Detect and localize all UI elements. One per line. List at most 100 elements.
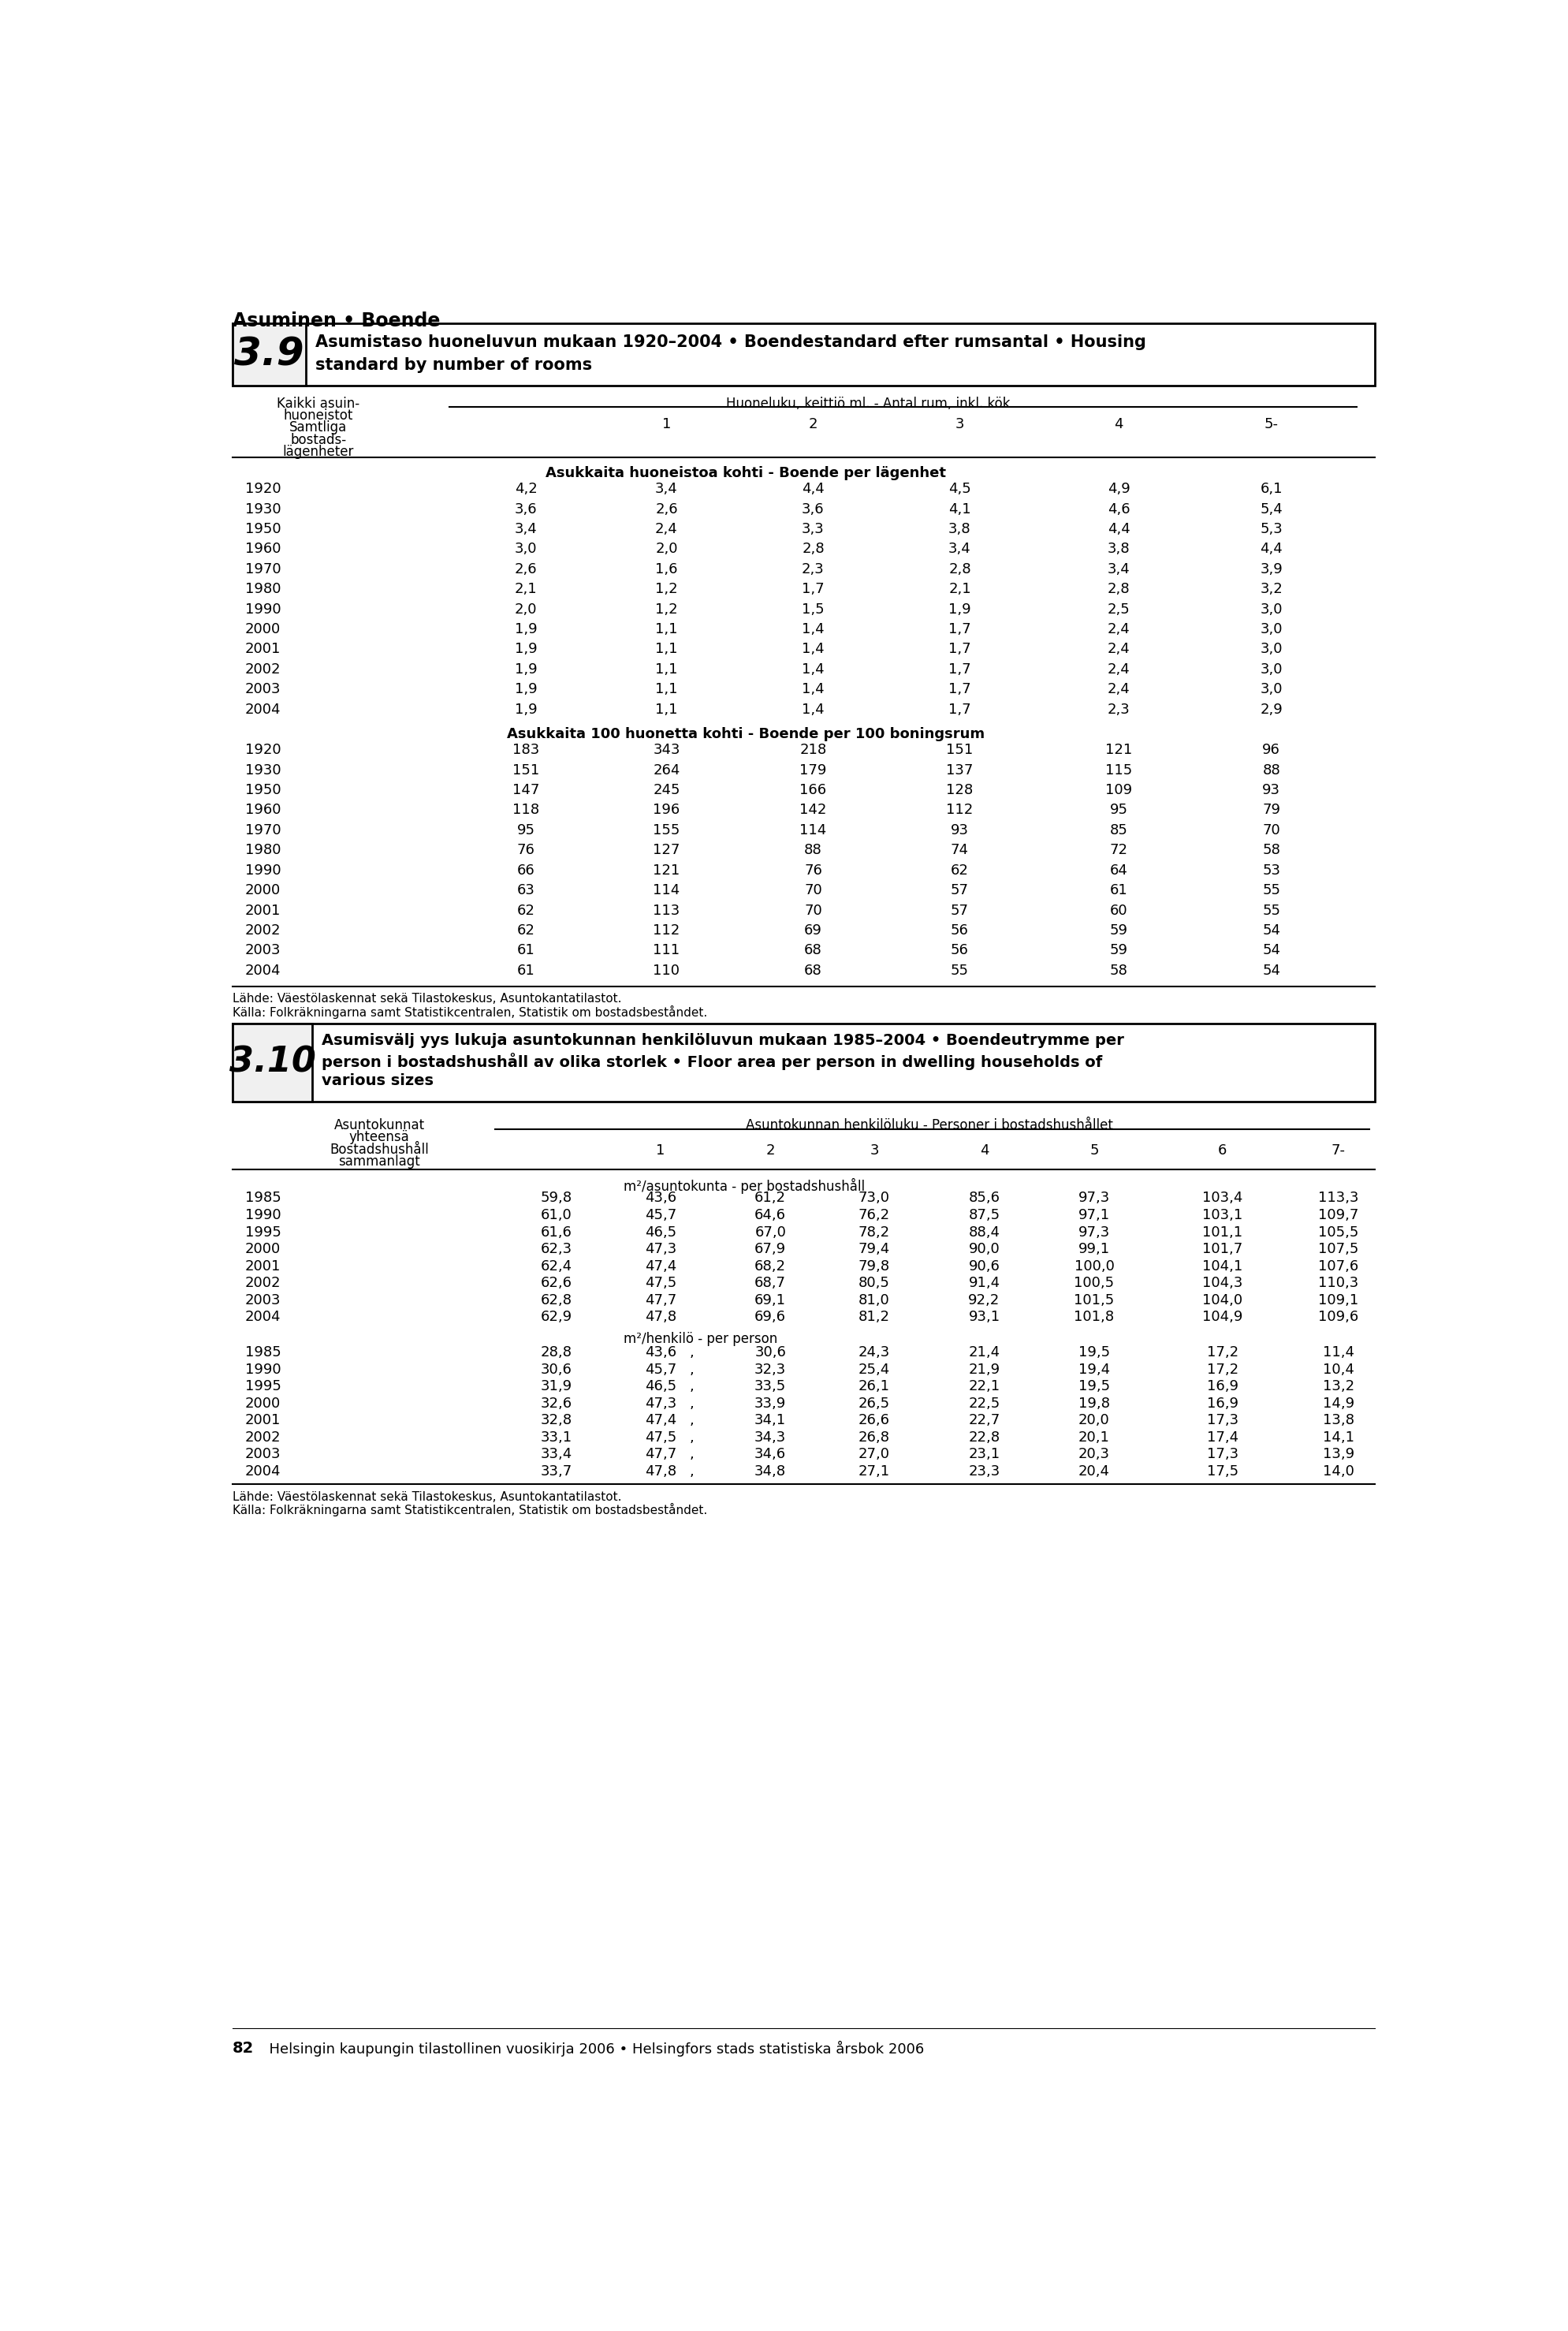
Text: 2003: 2003	[245, 944, 281, 958]
Text: 101,8: 101,8	[1074, 1310, 1113, 1324]
Text: 1: 1	[655, 1145, 665, 1159]
Text: 113,3: 113,3	[1317, 1191, 1358, 1205]
Text: 151: 151	[513, 762, 539, 776]
Text: 151: 151	[946, 744, 972, 758]
Text: 90,6: 90,6	[967, 1259, 999, 1273]
Text: 59: 59	[1109, 923, 1127, 937]
Text: 1,1: 1,1	[655, 662, 677, 676]
Text: 218: 218	[800, 744, 826, 758]
Text: huoneistot: huoneistot	[284, 408, 353, 422]
Text: 3,0: 3,0	[1259, 622, 1283, 636]
Text: 3,8: 3,8	[949, 522, 971, 536]
Text: 53: 53	[1262, 862, 1279, 876]
Text: 19,8: 19,8	[1077, 1396, 1110, 1410]
Text: 1,7: 1,7	[949, 643, 971, 657]
Text: 59: 59	[1109, 944, 1127, 958]
Text: 93: 93	[1262, 783, 1279, 797]
Text: 2,4: 2,4	[1107, 622, 1129, 636]
Text: 4,4: 4,4	[1259, 543, 1283, 557]
Text: 111: 111	[652, 944, 679, 958]
Text: 67,0: 67,0	[754, 1226, 786, 1240]
Text: Asukkaita huoneistoa kohti - Boende per lägenhet: Asukkaita huoneistoa kohti - Boende per …	[546, 466, 946, 480]
Text: 16,9: 16,9	[1206, 1396, 1237, 1410]
Text: 1960: 1960	[245, 543, 281, 557]
Text: 33,9: 33,9	[754, 1396, 786, 1410]
Text: 56: 56	[950, 944, 969, 958]
Text: 245: 245	[652, 783, 681, 797]
Text: 1990: 1990	[245, 1207, 281, 1221]
Text: 264: 264	[652, 762, 681, 776]
Text: 43,6: 43,6	[644, 1191, 676, 1205]
Text: 64: 64	[1109, 862, 1127, 876]
Text: 76,2: 76,2	[858, 1207, 889, 1221]
Text: lägenheter: lägenheter	[282, 445, 354, 459]
Text: 3.9: 3.9	[234, 336, 304, 373]
Text: 62,4: 62,4	[541, 1259, 572, 1273]
Text: 78,2: 78,2	[858, 1226, 889, 1240]
Text: 47,5: 47,5	[644, 1431, 676, 1445]
Text: 1970: 1970	[245, 562, 281, 576]
Text: 91,4: 91,4	[967, 1275, 999, 1291]
Text: 2,0: 2,0	[514, 601, 536, 615]
Text: 101,1: 101,1	[1201, 1226, 1242, 1240]
Text: 96: 96	[1262, 744, 1279, 758]
Text: bostads-: bostads-	[290, 434, 347, 448]
Text: 30,6: 30,6	[541, 1361, 572, 1378]
Text: 6,1: 6,1	[1259, 483, 1283, 497]
Text: 1,6: 1,6	[655, 562, 677, 576]
Text: 1,7: 1,7	[949, 662, 971, 676]
Text: 1,9: 1,9	[949, 601, 971, 615]
Text: ,: ,	[690, 1464, 695, 1478]
Text: 68,2: 68,2	[754, 1259, 786, 1273]
Text: Asukkaita 100 huonetta kohti - Boende per 100 boningsrum: Asukkaita 100 huonetta kohti - Boende pe…	[506, 727, 985, 741]
Text: 99,1: 99,1	[1077, 1242, 1110, 1256]
Text: 46,5: 46,5	[644, 1380, 676, 1394]
Text: 68,7: 68,7	[754, 1275, 786, 1291]
Text: 2,4: 2,4	[655, 522, 677, 536]
Text: 107,6: 107,6	[1317, 1259, 1358, 1273]
Text: 62: 62	[517, 904, 535, 918]
Text: 128: 128	[946, 783, 972, 797]
Text: 2004: 2004	[245, 1464, 281, 1478]
Text: 3,3: 3,3	[801, 522, 825, 536]
Text: 70: 70	[804, 904, 822, 918]
Text: 61,2: 61,2	[754, 1191, 786, 1205]
Text: 1,4: 1,4	[801, 702, 825, 716]
Text: 17,3: 17,3	[1206, 1448, 1237, 1462]
Text: 1,5: 1,5	[801, 601, 825, 615]
Text: 34,6: 34,6	[754, 1448, 786, 1462]
Text: 27,0: 27,0	[858, 1448, 889, 1462]
Text: 4,5: 4,5	[949, 483, 971, 497]
Text: 25,4: 25,4	[858, 1361, 889, 1378]
Text: 3,4: 3,4	[514, 522, 538, 536]
Text: 26,5: 26,5	[858, 1396, 889, 1410]
Text: 32,6: 32,6	[541, 1396, 572, 1410]
Text: person i bostadshushåll av olika storlek • Floor area per person in dwelling hou: person i bostadshushåll av olika storlek…	[321, 1054, 1101, 1070]
Text: 142: 142	[800, 804, 826, 818]
Text: 62,3: 62,3	[541, 1242, 572, 1256]
Text: 2,8: 2,8	[1107, 583, 1129, 597]
Text: 3,4: 3,4	[949, 543, 971, 557]
Text: 343: 343	[652, 744, 681, 758]
Text: 33,4: 33,4	[541, 1448, 572, 1462]
Text: 22,8: 22,8	[967, 1431, 999, 1445]
Text: 32,8: 32,8	[541, 1413, 572, 1427]
Text: 2000: 2000	[245, 622, 281, 636]
Text: 62,6: 62,6	[541, 1275, 572, 1291]
Text: 2001: 2001	[245, 1259, 281, 1273]
Text: 60: 60	[1109, 904, 1127, 918]
Text: various sizes: various sizes	[321, 1072, 433, 1089]
Text: 3,6: 3,6	[801, 501, 825, 515]
Text: Lähde: Väestölaskennat sekä Tilastokeskus, Asuntokantatilastot.: Lähde: Väestölaskennat sekä Tilastokesku…	[232, 1492, 621, 1503]
Text: 14,9: 14,9	[1322, 1396, 1353, 1410]
Text: 79,4: 79,4	[858, 1242, 889, 1256]
Text: 88: 88	[1262, 762, 1279, 776]
Text: 114: 114	[800, 823, 826, 837]
Text: 2003: 2003	[245, 683, 281, 697]
Text: 23,1: 23,1	[967, 1448, 999, 1462]
Text: 68: 68	[804, 963, 822, 977]
Text: 2002: 2002	[245, 662, 281, 676]
Text: 47,4: 47,4	[644, 1413, 676, 1427]
Text: 3,0: 3,0	[514, 543, 536, 557]
Text: 1,1: 1,1	[655, 643, 677, 657]
